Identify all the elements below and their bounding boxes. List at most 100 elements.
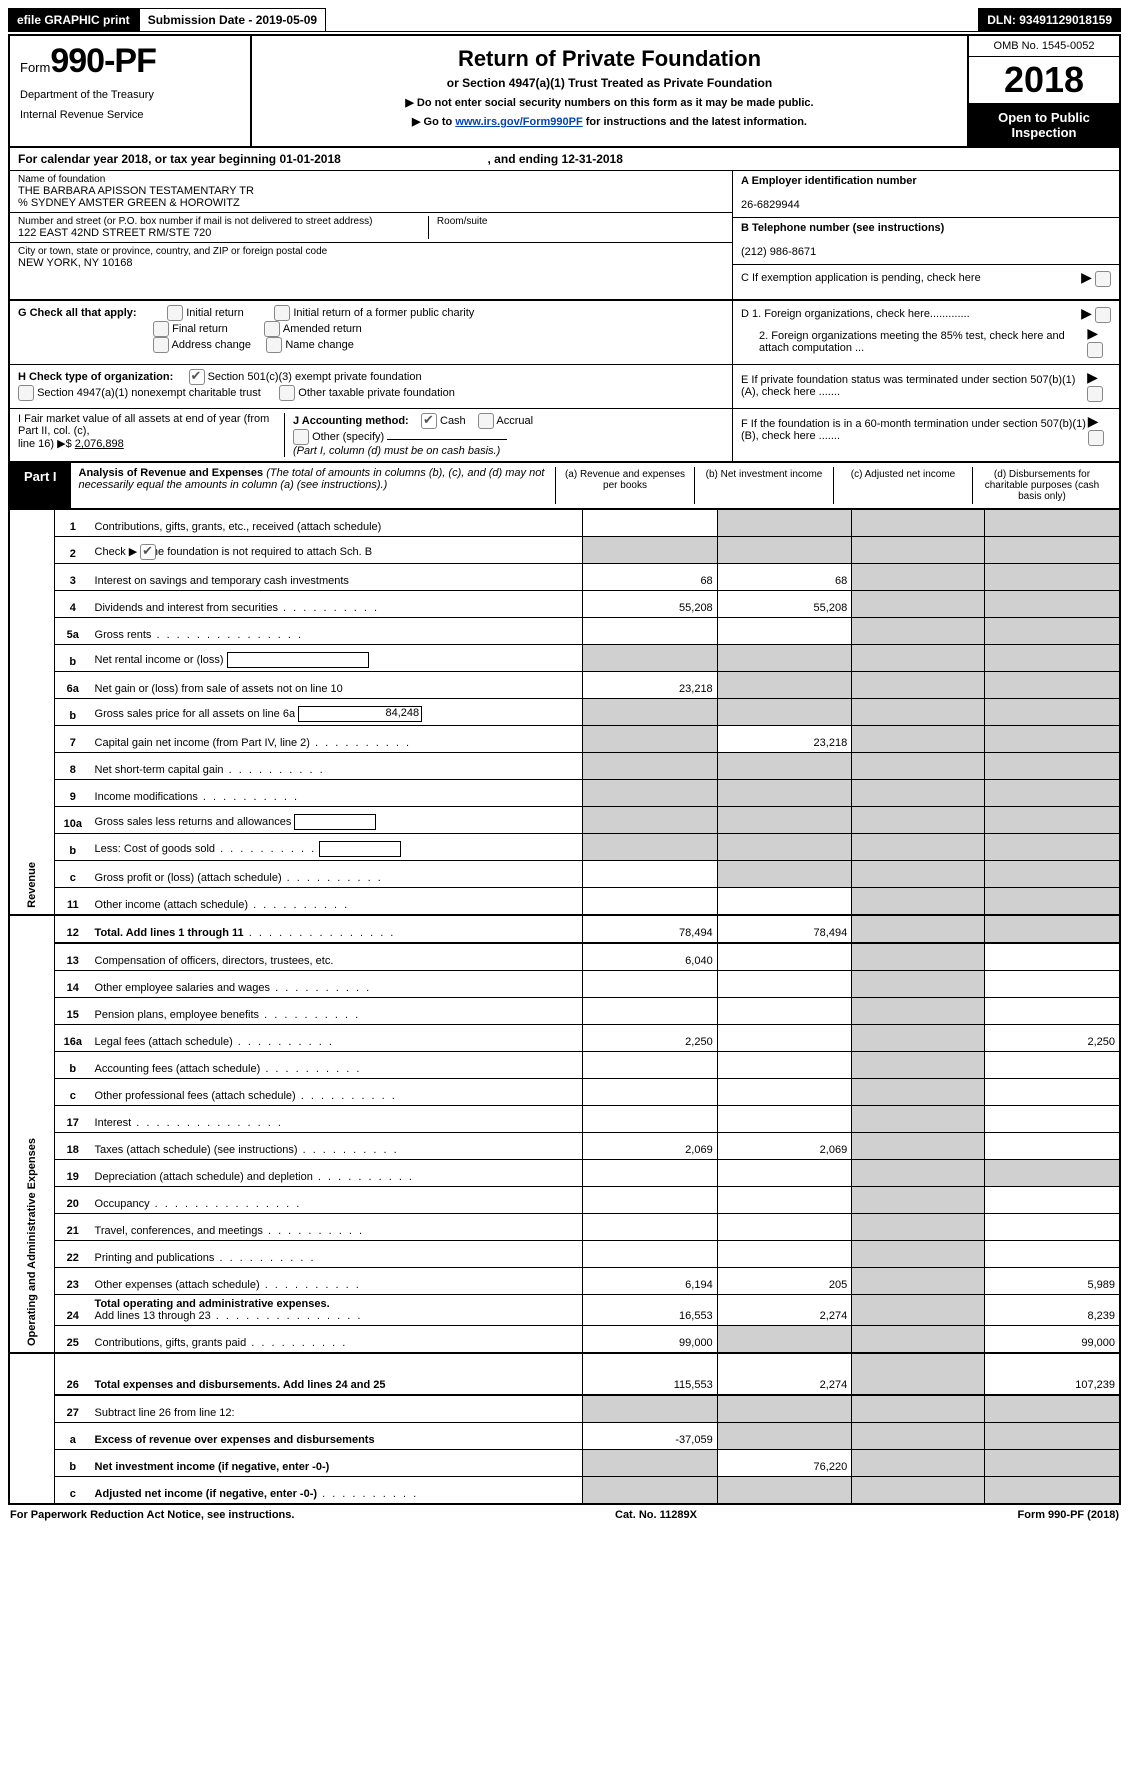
address-label: Number and street (or P.O. box number if… <box>18 216 420 227</box>
i-label-2: line 16) ▶$ <box>18 438 72 450</box>
city-state-zip: NEW YORK, NY 10168 <box>18 257 724 269</box>
form-title: Return of Private Foundation <box>262 46 957 72</box>
name-change-checkbox[interactable] <box>266 337 282 353</box>
expenses-vlabel: Operating and Administrative Expenses <box>26 1138 38 1346</box>
efile-label: efile GRAPHIC print <box>8 8 139 32</box>
phone-value: (212) 986-8671 <box>741 246 816 258</box>
section-g: G Check all that apply: Initial return I… <box>8 301 1121 365</box>
line-16a: Legal fees (attach schedule) <box>91 1025 583 1052</box>
e-checkbox[interactable] <box>1087 386 1103 402</box>
part1-table: Revenue 1Contributions, gifts, grants, e… <box>8 510 1121 1505</box>
amended-return-label: Amended return <box>283 323 362 335</box>
g-label: G Check all that apply: <box>18 307 137 319</box>
initial-return-checkbox[interactable] <box>167 305 183 321</box>
dept-line2: Internal Revenue Service <box>20 109 240 121</box>
j-label: J Accounting method: <box>293 415 409 427</box>
exemption-pending-label: C If exemption application is pending, c… <box>741 272 981 284</box>
cash-checkbox[interactable] <box>421 413 437 429</box>
submission-date: Submission Date - 2019-05-09 <box>139 8 326 32</box>
ssn-warning: ▶ Do not enter social security numbers o… <box>262 96 957 109</box>
line-19: Depreciation (attach schedule) and deple… <box>91 1160 583 1187</box>
part1-title: Analysis of Revenue and Expenses <box>79 467 264 479</box>
name-change-label: Name change <box>285 339 354 351</box>
line-16b: Accounting fees (attach schedule) <box>91 1052 583 1079</box>
line-1: Contributions, gifts, grants, etc., rece… <box>91 510 583 537</box>
form-number: 990-PF <box>50 42 156 80</box>
line-6a: Net gain or (loss) from sale of assets n… <box>91 672 583 699</box>
street-address: 122 EAST 42ND STREET RM/STE 720 <box>18 227 420 239</box>
d1-checkbox[interactable] <box>1095 307 1111 323</box>
col-d-header: (d) Disbursements for charitable purpose… <box>972 467 1111 504</box>
line-27c: Adjusted net income (if negative, enter … <box>91 1477 583 1505</box>
fmv-value: 2,076,898 <box>75 438 124 450</box>
line-21: Travel, conferences, and meetings <box>91 1214 583 1241</box>
omb-number: OMB No. 1545-0052 <box>969 36 1119 57</box>
cash-label: Cash <box>440 415 466 427</box>
501c3-checkbox[interactable] <box>189 369 205 385</box>
foundation-name-2: % SYDNEY AMSTER GREEN & HOROWITZ <box>18 197 724 209</box>
identity-block: Name of foundation THE BARBARA APISSON T… <box>8 171 1121 301</box>
other-method-checkbox[interactable] <box>293 429 309 445</box>
line-27b: Net investment income (if negative, ente… <box>91 1450 583 1477</box>
other-taxable-checkbox[interactable] <box>279 385 295 401</box>
part1-header: Part I Analysis of Revenue and Expenses … <box>8 463 1121 510</box>
line-13: Compensation of officers, directors, tru… <box>91 943 583 971</box>
final-return-label: Final return <box>172 323 228 335</box>
f-label: F If the foundation is in a 60-month ter… <box>741 418 1088 442</box>
section-ij: I Fair market value of all assets at end… <box>8 409 1121 463</box>
paperwork-notice: For Paperwork Reduction Act Notice, see … <box>10 1509 294 1521</box>
d2-label: 2. Foreign organizations meeting the 85%… <box>741 330 1087 354</box>
section-h: H Check type of organization: Section 50… <box>8 365 1121 409</box>
line-10c: Gross profit or (loss) (attach schedule) <box>91 861 583 888</box>
phone-label: B Telephone number (see instructions) <box>741 222 944 234</box>
line-22: Printing and publications <box>91 1241 583 1268</box>
d2-checkbox[interactable] <box>1087 342 1103 358</box>
other-method-label: Other (specify) <box>312 431 384 443</box>
line-16c: Other professional fees (attach schedule… <box>91 1079 583 1106</box>
cat-number: Cat. No. 11289X <box>615 1509 697 1521</box>
goto-pre: ▶ Go to <box>412 116 455 128</box>
line-10a: Gross sales less returns and allowances <box>91 807 583 834</box>
line-11: Other income (attach schedule) <box>91 888 583 916</box>
line-26: Total expenses and disbursements. Add li… <box>91 1353 583 1395</box>
form-subtitle: or Section 4947(a)(1) Trust Treated as P… <box>262 76 957 90</box>
irs-link[interactable]: www.irs.gov/Form990PF <box>455 116 582 128</box>
line-5a: Gross rents <box>91 618 583 645</box>
line-24: Total operating and administrative expen… <box>91 1295 583 1326</box>
name-label: Name of foundation <box>18 174 724 185</box>
line-8: Net short-term capital gain <box>91 753 583 780</box>
calendar-year-line: For calendar year 2018, or tax year begi… <box>8 148 1121 171</box>
f-checkbox[interactable] <box>1088 430 1104 446</box>
final-return-checkbox[interactable] <box>153 321 169 337</box>
part1-tab: Part I <box>10 463 71 508</box>
schb-checkbox[interactable] <box>140 544 156 560</box>
4947a1-label: Section 4947(a)(1) nonexempt charitable … <box>37 387 261 399</box>
address-change-checkbox[interactable] <box>153 337 169 353</box>
room-label: Room/suite <box>437 216 724 227</box>
line-15: Pension plans, employee benefits <box>91 998 583 1025</box>
j-note: (Part I, column (d) must be on cash basi… <box>293 445 500 457</box>
dept-line1: Department of the Treasury <box>20 89 240 101</box>
exemption-pending-checkbox[interactable] <box>1095 271 1111 287</box>
line-2: Check ▶ if the foundation is not require… <box>91 537 583 564</box>
line-14: Other employee salaries and wages <box>91 971 583 998</box>
d1-label: D 1. Foreign organizations, check here..… <box>741 308 970 320</box>
address-change-label: Address change <box>172 339 252 351</box>
line-17: Interest <box>91 1106 583 1133</box>
top-bar: efile GRAPHIC print Submission Date - 20… <box>8 8 1121 32</box>
initial-former-label: Initial return of a former public charit… <box>293 307 474 319</box>
4947a1-checkbox[interactable] <box>18 385 34 401</box>
ein-value: 26-6829944 <box>741 199 800 211</box>
amended-return-checkbox[interactable] <box>264 321 280 337</box>
foundation-name-1: THE BARBARA APISSON TESTAMENTARY TR <box>18 185 724 197</box>
accrual-checkbox[interactable] <box>478 413 494 429</box>
h-label: H Check type of organization: <box>18 371 173 383</box>
initial-return-label: Initial return <box>186 307 243 319</box>
open-inspection: Open to Public Inspection <box>969 104 1119 146</box>
line-3: Interest on savings and temporary cash i… <box>91 564 583 591</box>
line-7: Capital gain net income (from Part IV, l… <box>91 726 583 753</box>
line-20: Occupancy <box>91 1187 583 1214</box>
other-taxable-label: Other taxable private foundation <box>298 387 455 399</box>
initial-former-checkbox[interactable] <box>274 305 290 321</box>
line-27: Subtract line 26 from line 12: <box>91 1395 583 1423</box>
